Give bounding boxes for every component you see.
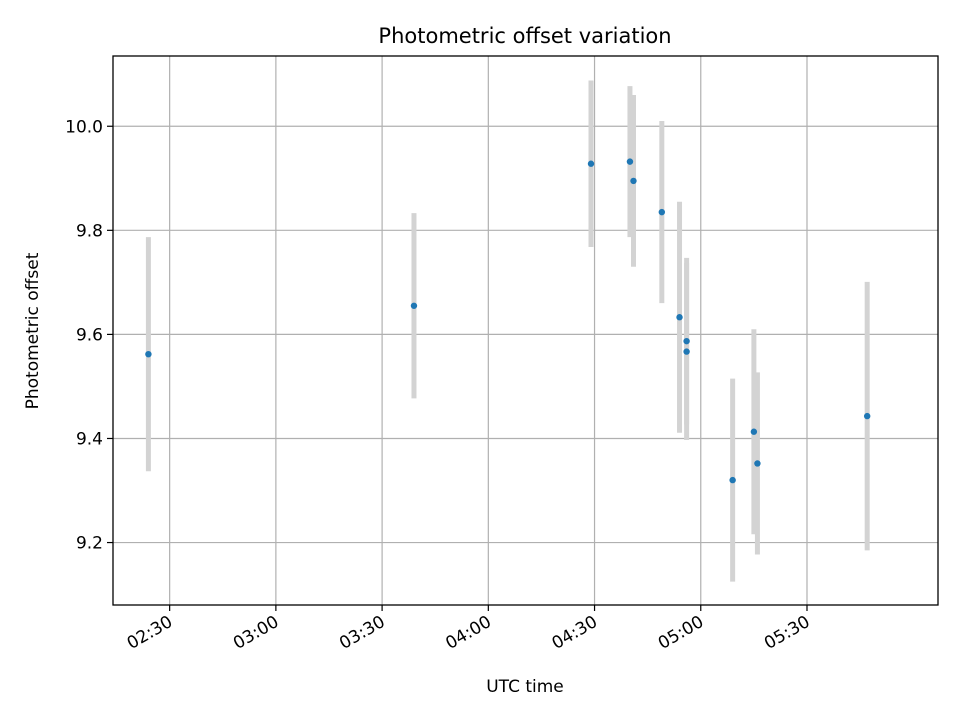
- grid-lines: [113, 56, 938, 605]
- data-point: [863, 412, 871, 420]
- chart-title: Photometric offset variation: [378, 24, 671, 48]
- data-point: [410, 302, 418, 309]
- y-axis-label: Photometric offset: [23, 252, 43, 409]
- y-tick-label: 9.4: [76, 429, 103, 449]
- y-tick-label: 9.8: [76, 221, 103, 241]
- data-point: [145, 350, 152, 358]
- data-point: [676, 314, 683, 321]
- y-tick-label: 9.6: [76, 325, 103, 345]
- data-point: [683, 337, 690, 345]
- data-point: [750, 428, 758, 435]
- data-point: [729, 476, 736, 484]
- data-point: [630, 177, 637, 185]
- y-tick-label: 10.0: [65, 117, 103, 137]
- points-group: [145, 158, 871, 484]
- data-point: [658, 208, 666, 216]
- data-point: [683, 348, 690, 355]
- y-axis: 9.2 9.4 9.6 9.8 10.0: [65, 117, 113, 554]
- data-point: [626, 158, 634, 165]
- data-point: [754, 460, 761, 467]
- x-axis-label: UTC time: [486, 677, 564, 697]
- data-point: [587, 160, 595, 167]
- y-tick-label: 9.2: [76, 534, 103, 554]
- plot-frame: [112, 55, 939, 606]
